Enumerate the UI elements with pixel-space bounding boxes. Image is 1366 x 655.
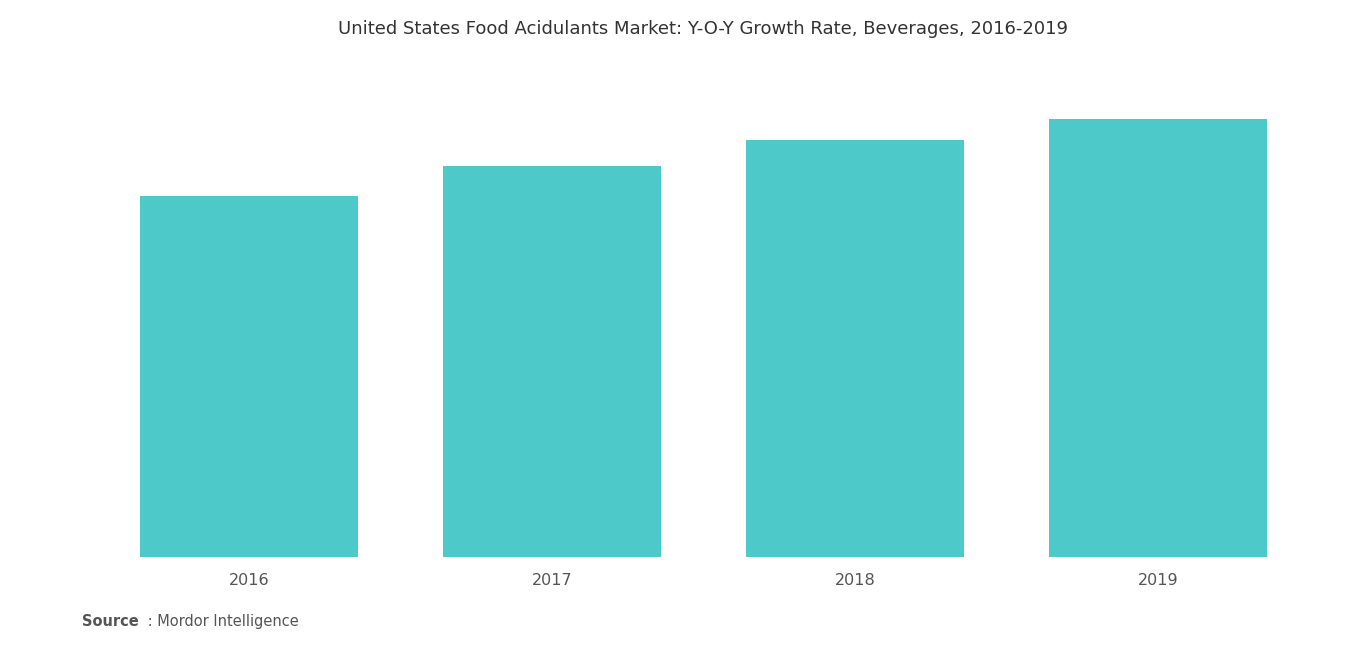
- Bar: [1049, 119, 1268, 557]
- Bar: [746, 140, 964, 557]
- Text: Source: Source: [82, 614, 139, 629]
- Text: : Mordor Intelligence: : Mordor Intelligence: [143, 614, 299, 629]
- Bar: [443, 166, 661, 557]
- Bar: [139, 196, 358, 557]
- Title: United States Food Acidulants Market: Y-O-Y Growth Rate, Beverages, 2016-2019: United States Food Acidulants Market: Y-…: [339, 20, 1068, 38]
